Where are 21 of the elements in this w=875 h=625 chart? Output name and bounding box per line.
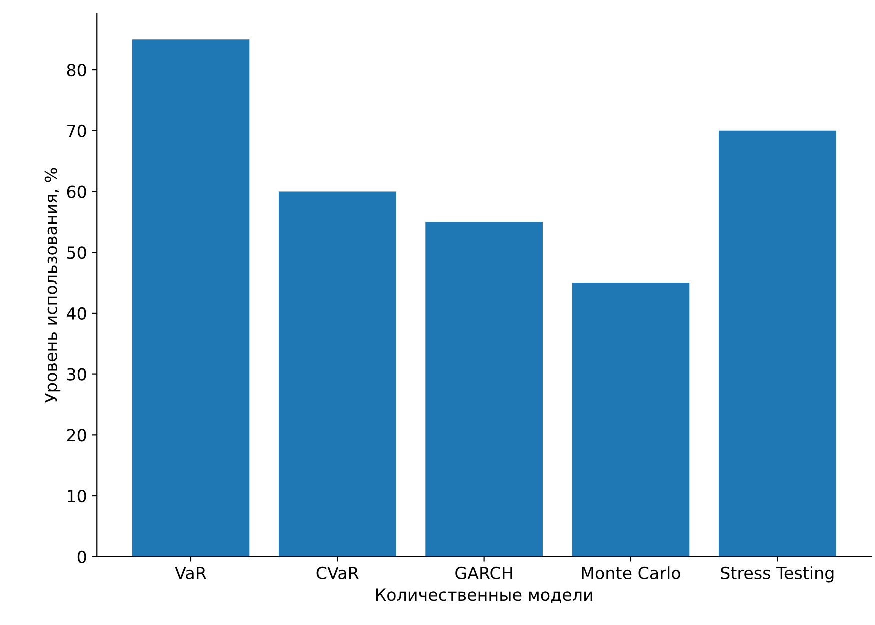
y-tick-label: 60 [67,186,86,198]
x-tick-label: CVaR [316,566,359,580]
y-tick-label: 40 [67,307,86,320]
x-axis-title: Количественные модели [376,588,592,604]
y-tick-label: 50 [67,246,86,260]
bar [278,192,396,557]
bar [718,130,836,557]
x-tick-label: Monte Carlo [582,566,680,580]
bar [132,40,250,557]
y-tick-label: 0 [78,550,86,564]
y-tick-label: 80 [67,64,86,77]
y-tick-label: 20 [67,429,86,442]
x-tick-label: VaR [175,567,206,580]
bar [426,222,543,557]
x-tick-label: GARCH [456,566,512,580]
y-tick-label: 30 [67,368,86,381]
y-tick-label: 10 [68,490,86,503]
y-tick-label: 70 [68,124,86,138]
bar [572,283,690,557]
x-tick-label: Stress Testing [721,566,834,583]
y-axis-title: Уровень использования, % [44,168,61,403]
